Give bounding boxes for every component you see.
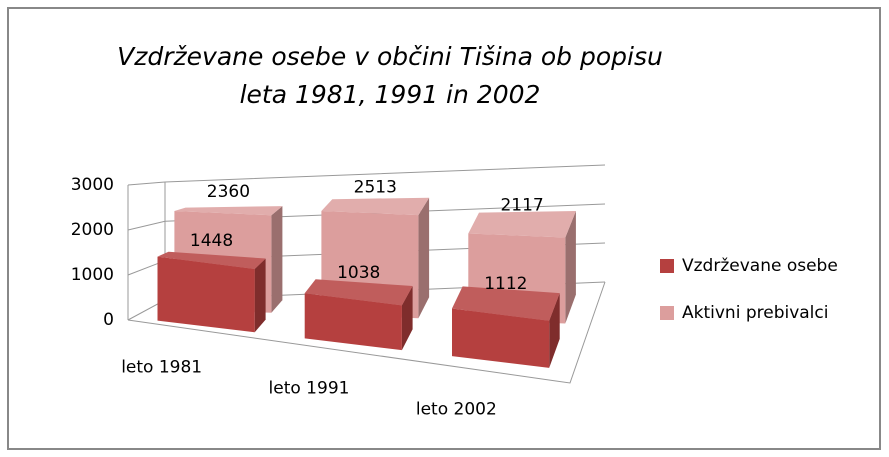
bar [452,286,560,368]
bar-front [304,293,402,351]
data-label: 2360 [207,182,250,202]
bar-side [549,293,560,368]
bar-top [304,279,413,306]
legend-label: Aktivni prebivalci [682,303,828,323]
bar-front [452,308,550,368]
x-tick-label: leto 2002 [416,400,497,420]
bar-top [321,197,430,216]
bar-front [157,256,255,333]
bar-top [174,206,283,216]
data-label: 1448 [190,231,233,251]
x-tick-label: leto 1991 [269,379,350,399]
y-tick-label: 0 [103,310,114,330]
bar-side [418,197,430,319]
y-tick-label: 1000 [71,265,114,285]
bar [157,251,266,333]
bar-top [452,286,560,321]
chart-title: Vzdrževane osebe v občini Tišina ob popi… [117,42,663,109]
chart-border [7,7,881,450]
bar-side [254,258,266,333]
y-tick-label: 2000 [71,220,114,240]
data-label: 1112 [484,274,527,294]
legend-label: Vzdrževane osebe [682,256,838,276]
data-label: 2117 [500,196,543,216]
data-label: 2513 [354,178,397,198]
bar-side [401,286,413,351]
legend-swatch [660,306,674,320]
wall-edge [127,281,606,384]
bar-top [157,251,266,269]
bar-top [468,211,576,238]
legend-swatch [660,259,674,273]
bar-side [565,211,576,324]
bar-side [271,206,283,313]
y-tick-label: 3000 [71,175,114,195]
bar [304,279,413,351]
data-label: 1038 [337,263,380,283]
x-tick-label: leto 1981 [121,358,202,378]
